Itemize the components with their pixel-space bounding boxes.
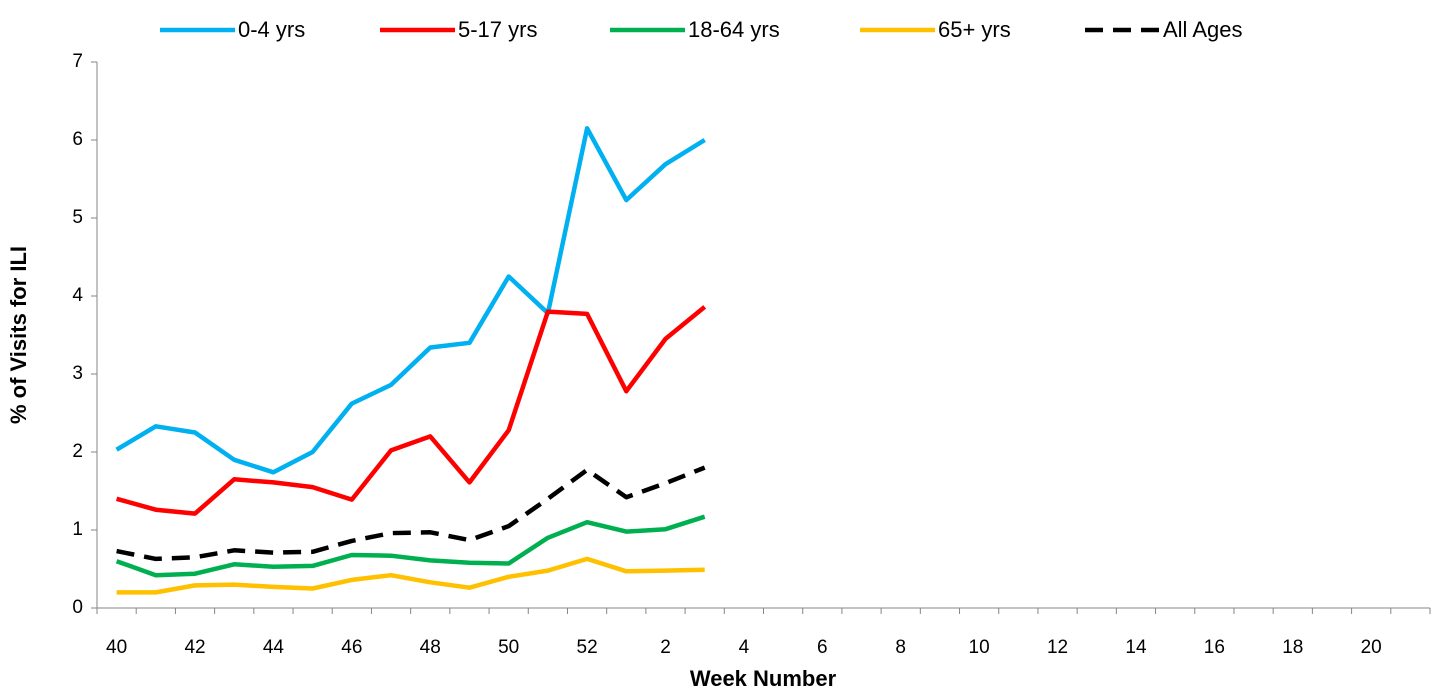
y-tick-label: 2 [72, 441, 83, 462]
y-tick-label: 3 [72, 363, 83, 384]
legend-label: 5-17 yrs [458, 17, 537, 42]
y-tick-label: 4 [72, 285, 83, 306]
x-tick-label: 6 [817, 637, 828, 658]
y-axis-title: % of Visits for ILI [6, 246, 31, 424]
y-tick-label: 7 [72, 51, 83, 72]
series-line [116, 465, 706, 562]
y-tick-label: 6 [72, 129, 83, 150]
x-tick-label: 40 [106, 637, 127, 658]
y-tick-label: 5 [72, 207, 83, 228]
x-tick-label: 20 [1361, 637, 1382, 658]
series-line [115, 514, 706, 578]
series-line [116, 556, 705, 595]
x-tick-label: 16 [1204, 637, 1225, 658]
x-tick-label: 52 [577, 637, 598, 658]
x-tick-label: 50 [498, 637, 519, 658]
x-tick-label: 14 [1125, 637, 1147, 658]
x-tick-label: 2 [660, 637, 671, 658]
x-tick-label: 42 [184, 637, 205, 658]
x-tick-label: 10 [969, 637, 990, 658]
x-tick-label: 18 [1282, 637, 1303, 658]
x-axis-title: Week Number [690, 666, 837, 691]
series-line [115, 305, 707, 516]
legend-label: All Ages [1163, 17, 1243, 42]
legend-label: 0-4 yrs [238, 17, 305, 42]
legend-label: 18-64 yrs [688, 17, 780, 42]
x-tick-label: 4 [739, 637, 750, 658]
x-tick-label: 8 [895, 637, 906, 658]
y-tick-label: 0 [72, 597, 83, 618]
legend-label: 65+ yrs [938, 17, 1011, 42]
x-tick-label: 44 [263, 637, 285, 658]
series-line [115, 126, 706, 475]
x-tick-label: 46 [341, 637, 362, 658]
x-tick-label: 48 [420, 637, 441, 658]
y-tick-label: 1 [72, 519, 83, 540]
x-tick-label: 12 [1047, 637, 1068, 658]
